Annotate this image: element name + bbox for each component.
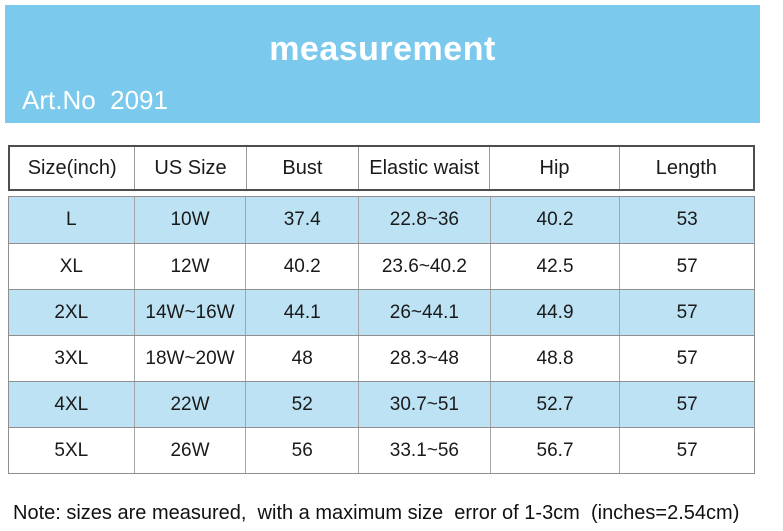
table-cell: 53 xyxy=(619,197,754,243)
table-cell: 5XL xyxy=(54,439,89,461)
table-cell: 48.8 xyxy=(489,336,620,381)
table-cell: 12W xyxy=(133,244,246,289)
table-cell: 3XL xyxy=(54,347,89,369)
table-cell: 30.7~51 xyxy=(358,382,490,427)
table-cell: 57 xyxy=(619,428,754,473)
banner: measurement Art.No 2091 xyxy=(5,5,760,123)
table-row: 4XL 22W 52 30.7~51 52.7 57 xyxy=(9,381,754,427)
column-header-bust: Bust xyxy=(245,147,358,189)
table-cell: 28.3~48 xyxy=(358,336,490,381)
table-cell: 44.1 xyxy=(245,290,358,335)
table-cell: 22.8~36 xyxy=(358,197,490,243)
column-header-length: Length xyxy=(618,147,753,189)
table-cell: 57 xyxy=(619,290,754,335)
table-cell: 26W xyxy=(133,428,246,473)
table-cell: 18W~20W xyxy=(133,336,246,381)
table-cell: 48 xyxy=(245,336,358,381)
table-row: 5XL 26W 56 33.1~56 56.7 57 xyxy=(9,427,754,473)
table-cell: 44.9 xyxy=(489,290,620,335)
table-cell: 33.1~56 xyxy=(358,428,490,473)
table-cell: 14W~16W xyxy=(133,290,246,335)
table-cell: 56.7 xyxy=(489,428,620,473)
table-cell: 52 xyxy=(245,382,358,427)
measurement-note: Note: sizes are measured, with a maximum… xyxy=(13,502,740,524)
column-header-hip: Hip xyxy=(489,147,618,189)
table-row: L 10W 37.4 22.8~36 40.2 53 xyxy=(9,197,754,243)
table-row: 2XL 14W~16W 44.1 26~44.1 44.9 57 xyxy=(9,289,754,335)
table-cell: 57 xyxy=(619,336,754,381)
table-cell: 4XL xyxy=(54,393,89,415)
column-header-elastic-waist: Elastic waist xyxy=(358,147,489,189)
column-header-us-size: US Size xyxy=(134,147,245,189)
size-table-header: Size(inch) US Size Bust Elastic waist Hi… xyxy=(8,145,755,191)
table-cell: 40.2 xyxy=(245,244,358,289)
table-cell: 37.4 xyxy=(245,197,358,243)
table-cell: XL xyxy=(59,255,83,277)
table-cell: 56 xyxy=(245,428,358,473)
table-cell: 10W xyxy=(133,197,246,243)
table-cell: 42.5 xyxy=(489,244,620,289)
table-cell: 52.7 xyxy=(489,382,620,427)
table-cell: 22W xyxy=(133,382,246,427)
size-table-body: L 10W 37.4 22.8~36 40.2 53 XL 12W 40.2 2… xyxy=(8,196,755,474)
table-row: 3XL 18W~20W 48 28.3~48 48.8 57 xyxy=(9,335,754,381)
table-cell: 26~44.1 xyxy=(358,290,490,335)
table-cell: 57 xyxy=(619,382,754,427)
table-cell: L xyxy=(66,209,77,230)
article-number: Art.No 2091 xyxy=(22,85,168,115)
page-title: measurement xyxy=(269,30,496,68)
column-header-size: Size(inch) xyxy=(27,156,117,179)
table-cell: 40.2 xyxy=(489,197,620,243)
table-cell: 2XL xyxy=(54,301,89,323)
table-cell: 23.6~40.2 xyxy=(358,244,490,289)
table-cell: 57 xyxy=(619,244,754,289)
table-row: XL 12W 40.2 23.6~40.2 42.5 57 xyxy=(9,243,754,289)
